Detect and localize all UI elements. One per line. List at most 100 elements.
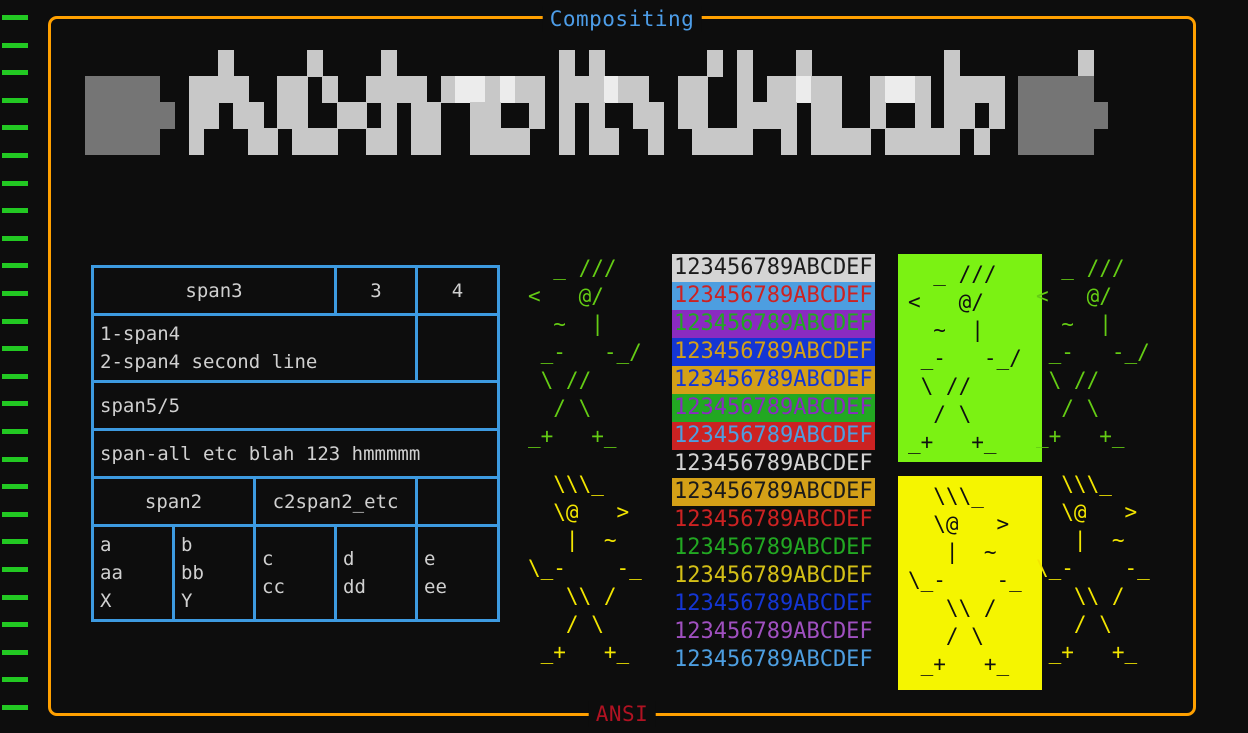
banner-pixel xyxy=(811,76,827,103)
banner-pixel xyxy=(870,76,887,103)
banner-pixel xyxy=(736,128,753,155)
banner-pixel xyxy=(292,102,309,129)
color-strip-row: 123456789ABCDEF xyxy=(674,507,873,532)
banner-pixel xyxy=(692,76,709,103)
banner-pixel xyxy=(707,50,724,77)
cell-span2-empty xyxy=(415,476,501,527)
banner-pixel xyxy=(381,50,398,77)
dash-icon xyxy=(2,373,28,379)
banner-pixel xyxy=(425,102,442,129)
banner-pixel xyxy=(410,102,427,129)
banner-pixel xyxy=(99,76,116,103)
demo-table-body: span3 3 4 1-span4 2-span4 second line sp… xyxy=(90,265,501,622)
cell-span3: span3 xyxy=(90,265,338,316)
banner-pixel xyxy=(307,128,323,155)
cell-c: c cc xyxy=(252,524,338,622)
banner-pixel xyxy=(321,128,338,155)
page-title: Compositing xyxy=(542,6,702,32)
color-strip-row: 123456789ABCDEF xyxy=(674,451,873,476)
dash-icon xyxy=(2,318,28,324)
banner-pixel xyxy=(188,102,205,129)
color-strip-row: 123456789ABCDEF xyxy=(672,366,875,394)
banner-pixel xyxy=(455,76,472,103)
banner-pixel xyxy=(84,102,101,129)
banner-pixel xyxy=(899,128,916,155)
banner-pixel xyxy=(247,128,264,155)
cell-span-all: span-all etc blah 123 hmmmmm xyxy=(90,428,501,479)
banner-pixel xyxy=(781,76,798,103)
banner-pixel xyxy=(381,102,398,129)
dash-icon xyxy=(2,594,28,600)
banner-pixel xyxy=(381,128,398,155)
ascii-art-green-on-dark-top: _ /// < @/ ~ | _- -_/ \ // / \ _+ +_ xyxy=(528,256,642,448)
banner-pixel xyxy=(129,76,146,103)
banner-pixel xyxy=(129,102,146,129)
banner-pixel xyxy=(722,128,738,155)
banner-pixel xyxy=(914,128,931,155)
banner-pixel xyxy=(677,102,694,129)
cell-span4-empty xyxy=(415,313,501,383)
banner-pixel xyxy=(247,102,264,129)
banner-pixel xyxy=(559,102,575,129)
color-strip-row: 123456789ABCDEF xyxy=(672,394,875,422)
banner-pixel xyxy=(292,76,309,103)
banner-pixel xyxy=(1062,102,1079,129)
banner-pixel xyxy=(1033,128,1050,155)
banner-pixel xyxy=(529,76,546,103)
banner-pixel xyxy=(99,102,116,129)
color-strip-row: 123456789ABCDEF xyxy=(672,422,875,450)
banner-pixel xyxy=(885,128,901,155)
banner-pixel xyxy=(929,128,946,155)
welcome-banner xyxy=(70,50,1180,180)
color-strip-group-bottom_group: 123456789ABCDEF 123456789ABCDEF 123456789A… xyxy=(672,450,875,674)
cell-4: 4 xyxy=(415,265,501,316)
banner-pixel xyxy=(484,76,501,103)
banner-pixel xyxy=(1077,128,1094,155)
banner-pixel xyxy=(277,76,294,103)
demo-table: span3 3 4 1-span4 2-span4 second line sp… xyxy=(90,265,501,622)
banner-pixel xyxy=(766,76,783,103)
banner-pixel xyxy=(781,128,798,155)
banner-pixel xyxy=(1062,76,1079,103)
cell-span4: 1-span4 2-span4 second line xyxy=(90,313,419,383)
banner-pixel xyxy=(825,76,842,103)
banner-pixel xyxy=(114,76,131,103)
dash-icon xyxy=(2,70,28,76)
banner-pixel xyxy=(840,128,857,155)
color-strip-row: 123456789ABCDEF xyxy=(672,254,875,282)
dash-icon xyxy=(2,42,28,48)
banner-pixel xyxy=(647,102,664,129)
banner-pixel xyxy=(484,128,501,155)
dash-icon xyxy=(2,235,28,241)
banner-pixel xyxy=(796,50,812,77)
banner-pixel xyxy=(559,50,575,77)
banner-pixel xyxy=(470,128,486,155)
banner-pixel xyxy=(470,102,486,129)
banner-pixel xyxy=(603,76,620,103)
banner-pixel xyxy=(381,76,398,103)
banner-pixel xyxy=(811,128,827,155)
dash-icon xyxy=(2,429,28,434)
banner-pixel xyxy=(825,128,842,155)
banner-pixel xyxy=(559,128,575,155)
banner-pixel xyxy=(129,128,146,155)
banner-pixel xyxy=(351,102,368,129)
ascii-art-black-on-yellow-bottom: \\\_ \@ > | ~ \_- -_ \\ / / \ _+ +_ xyxy=(898,476,1042,690)
banner-pixel xyxy=(944,76,961,103)
banner-pixel xyxy=(84,76,101,103)
banner-pixel xyxy=(203,76,220,103)
ascii-art-black-on-green-top: _ /// < @/ ~ | _- -_/ \ // / \ _+ +_ xyxy=(898,254,1042,462)
banner-pixel xyxy=(707,128,724,155)
banner-pixel xyxy=(633,102,649,129)
dash-icon xyxy=(2,208,28,214)
banner-pixel xyxy=(588,76,605,103)
banner-pixel xyxy=(218,76,234,103)
ascii-art-yellow-on-dark-right-bottom: \\\_ \@ > | ~ \_- -_ \\ / / \ _+ +_ xyxy=(1036,472,1150,664)
banner-pixel xyxy=(144,76,160,103)
dash-icon xyxy=(2,153,28,158)
table-row: a aa X b bb Y c cc d dd e ee xyxy=(91,524,501,622)
banner-pixel xyxy=(588,50,605,77)
cell-span5: span5/5 xyxy=(90,380,501,431)
banner-pixel xyxy=(1018,76,1035,103)
banner-pixel xyxy=(99,128,116,155)
